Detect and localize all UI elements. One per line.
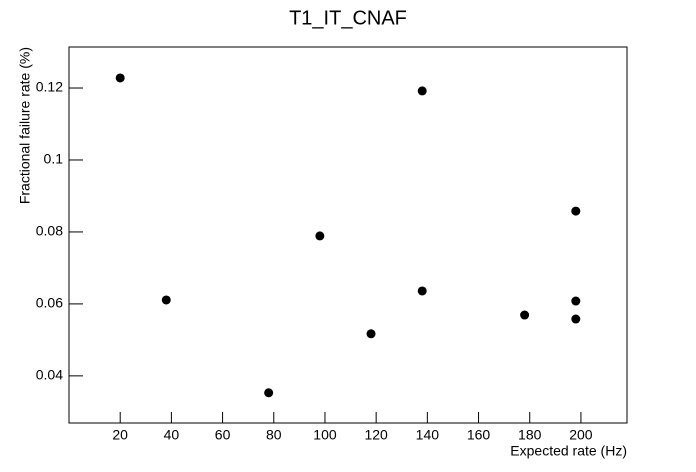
x-tick-label: 120 <box>364 427 388 443</box>
point <box>264 388 274 398</box>
x-tick-label: 100 <box>313 427 337 443</box>
x-tick-label: 180 <box>518 427 542 443</box>
x-tick-label: 160 <box>467 427 491 443</box>
x-tick-label: 140 <box>416 427 440 443</box>
point <box>115 73 125 83</box>
point <box>161 295 171 305</box>
x-axis-label: Expected rate (Hz) <box>510 443 627 459</box>
y-axis-label: Fractional failure rate (%) <box>17 47 33 204</box>
x-tick-label: 200 <box>569 427 593 443</box>
y-tick-label: 0.04 <box>36 367 63 383</box>
x-tick-label: 60 <box>215 427 231 443</box>
y-tick-label: 0.06 <box>36 295 63 311</box>
x-tick-label: 40 <box>164 427 180 443</box>
point <box>571 206 581 216</box>
point <box>417 286 427 296</box>
y-tick-label: 0.12 <box>36 79 63 95</box>
chart-title: T1_IT_CNAF <box>289 7 407 29</box>
y-tick-label: 0.1 <box>44 151 64 167</box>
x-tick-label: 20 <box>112 427 128 443</box>
point <box>520 310 530 320</box>
point <box>417 86 427 96</box>
plot-frame <box>68 46 628 424</box>
x-tick-label: 80 <box>266 427 282 443</box>
point <box>315 231 325 241</box>
point <box>571 314 581 324</box>
y-tick-label: 0.08 <box>36 223 63 239</box>
point <box>571 296 581 306</box>
point <box>366 329 376 339</box>
